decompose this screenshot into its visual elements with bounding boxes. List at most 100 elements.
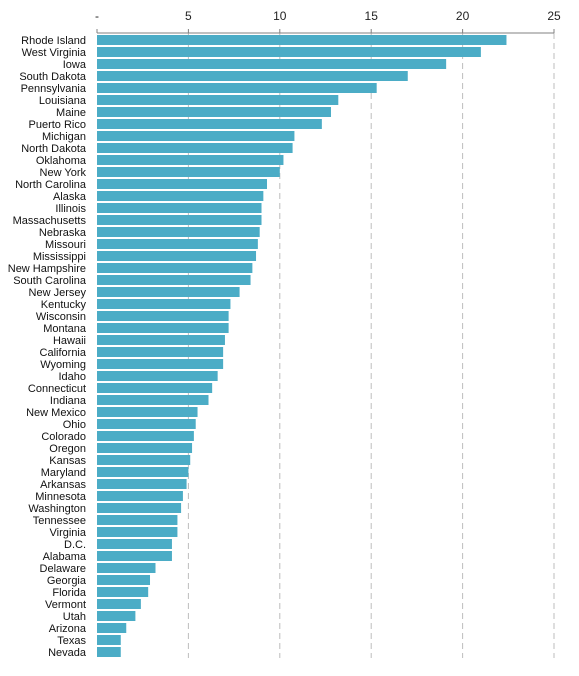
category-label: Idaho bbox=[58, 371, 86, 383]
bar bbox=[97, 143, 293, 153]
category-label: Indiana bbox=[50, 395, 87, 407]
bar bbox=[97, 575, 151, 585]
category-label: Oklahoma bbox=[36, 155, 87, 167]
bar bbox=[97, 635, 121, 645]
bar bbox=[97, 71, 408, 81]
category-label: Vermont bbox=[45, 599, 86, 611]
bar bbox=[97, 227, 260, 237]
bar bbox=[97, 239, 258, 249]
bar bbox=[97, 551, 172, 561]
category-label: Maine bbox=[56, 107, 86, 119]
bar bbox=[97, 599, 141, 609]
category-label: Nebraska bbox=[39, 227, 87, 239]
bar bbox=[97, 395, 209, 405]
bar bbox=[97, 251, 257, 261]
category-label: South Carolina bbox=[13, 275, 87, 287]
bar bbox=[97, 359, 224, 369]
bar bbox=[97, 191, 264, 201]
category-label: Alabama bbox=[43, 551, 87, 563]
category-label: California bbox=[40, 347, 87, 359]
x-tick-label: 25 bbox=[547, 9, 561, 23]
category-label: D.C. bbox=[64, 539, 86, 551]
bar bbox=[97, 539, 172, 549]
category-label: Kentucky bbox=[41, 299, 87, 311]
category-label: Mississippi bbox=[33, 251, 86, 263]
category-label: Minnesota bbox=[35, 491, 87, 503]
category-label: Washington bbox=[28, 503, 86, 515]
bar bbox=[97, 107, 331, 117]
bar bbox=[97, 47, 481, 57]
category-label: Pennsylvania bbox=[21, 83, 87, 95]
category-label: Louisiana bbox=[39, 95, 87, 107]
x-tick-label: - bbox=[95, 9, 99, 23]
category-label: Montana bbox=[43, 323, 87, 335]
bar bbox=[97, 335, 225, 345]
bar bbox=[97, 155, 284, 165]
bar bbox=[97, 503, 182, 513]
bar bbox=[97, 563, 156, 573]
category-label: Hawaii bbox=[53, 335, 86, 347]
category-label: Delaware bbox=[40, 563, 86, 575]
category-label: Missouri bbox=[45, 239, 86, 251]
category-label: Maryland bbox=[41, 467, 86, 479]
category-label: North Carolina bbox=[15, 179, 87, 191]
category-label: Ohio bbox=[63, 419, 86, 431]
x-tick-label: 20 bbox=[456, 9, 470, 23]
category-label: Georgia bbox=[47, 575, 87, 587]
bar bbox=[97, 431, 194, 441]
bar bbox=[97, 203, 262, 213]
bar bbox=[97, 491, 183, 501]
bar bbox=[97, 443, 193, 453]
bar bbox=[97, 287, 240, 297]
bar bbox=[97, 275, 251, 285]
category-label: West Virginia bbox=[22, 47, 87, 59]
category-label: Connecticut bbox=[28, 383, 86, 395]
bar bbox=[97, 647, 121, 657]
category-label: Alaska bbox=[53, 191, 87, 203]
x-tick-label: 10 bbox=[273, 9, 287, 23]
bar bbox=[97, 323, 229, 333]
bar bbox=[97, 35, 507, 45]
bar bbox=[97, 467, 189, 477]
bar bbox=[97, 119, 322, 129]
category-label: Illinois bbox=[55, 203, 86, 215]
bar bbox=[97, 95, 339, 105]
category-label: New Jersey bbox=[29, 287, 87, 299]
category-label: Massachusetts bbox=[13, 215, 87, 227]
category-label: Florida bbox=[52, 587, 87, 599]
bar bbox=[97, 527, 178, 537]
bar bbox=[97, 479, 187, 489]
category-label: South Dakota bbox=[19, 71, 87, 83]
bar bbox=[97, 407, 198, 417]
category-label: Arizona bbox=[49, 623, 87, 635]
bar bbox=[97, 455, 191, 465]
bar bbox=[97, 299, 231, 309]
category-label: Iowa bbox=[63, 59, 87, 71]
bar bbox=[97, 587, 149, 597]
bar bbox=[97, 59, 447, 69]
category-label: Puerto Rico bbox=[29, 119, 86, 131]
x-tick-label: 15 bbox=[365, 9, 379, 23]
bar bbox=[97, 347, 224, 357]
bar bbox=[97, 131, 295, 141]
category-label: Wisconsin bbox=[36, 311, 86, 323]
bar bbox=[97, 611, 136, 621]
category-label: Virginia bbox=[50, 527, 87, 539]
bar bbox=[97, 215, 262, 225]
category-label: Utah bbox=[63, 611, 86, 623]
x-tick-label: 5 bbox=[185, 9, 192, 23]
category-label: Texas bbox=[57, 635, 86, 647]
bar bbox=[97, 83, 377, 93]
bars bbox=[97, 35, 507, 657]
category-label: Kansas bbox=[49, 455, 86, 467]
bar bbox=[97, 179, 268, 189]
bar bbox=[97, 311, 229, 321]
bar bbox=[97, 167, 280, 177]
category-label: New Hampshire bbox=[8, 263, 86, 275]
bar bbox=[97, 515, 178, 525]
category-label: Oregon bbox=[49, 443, 86, 455]
category-label: Tennessee bbox=[33, 515, 86, 527]
category-label: Nevada bbox=[48, 647, 87, 659]
